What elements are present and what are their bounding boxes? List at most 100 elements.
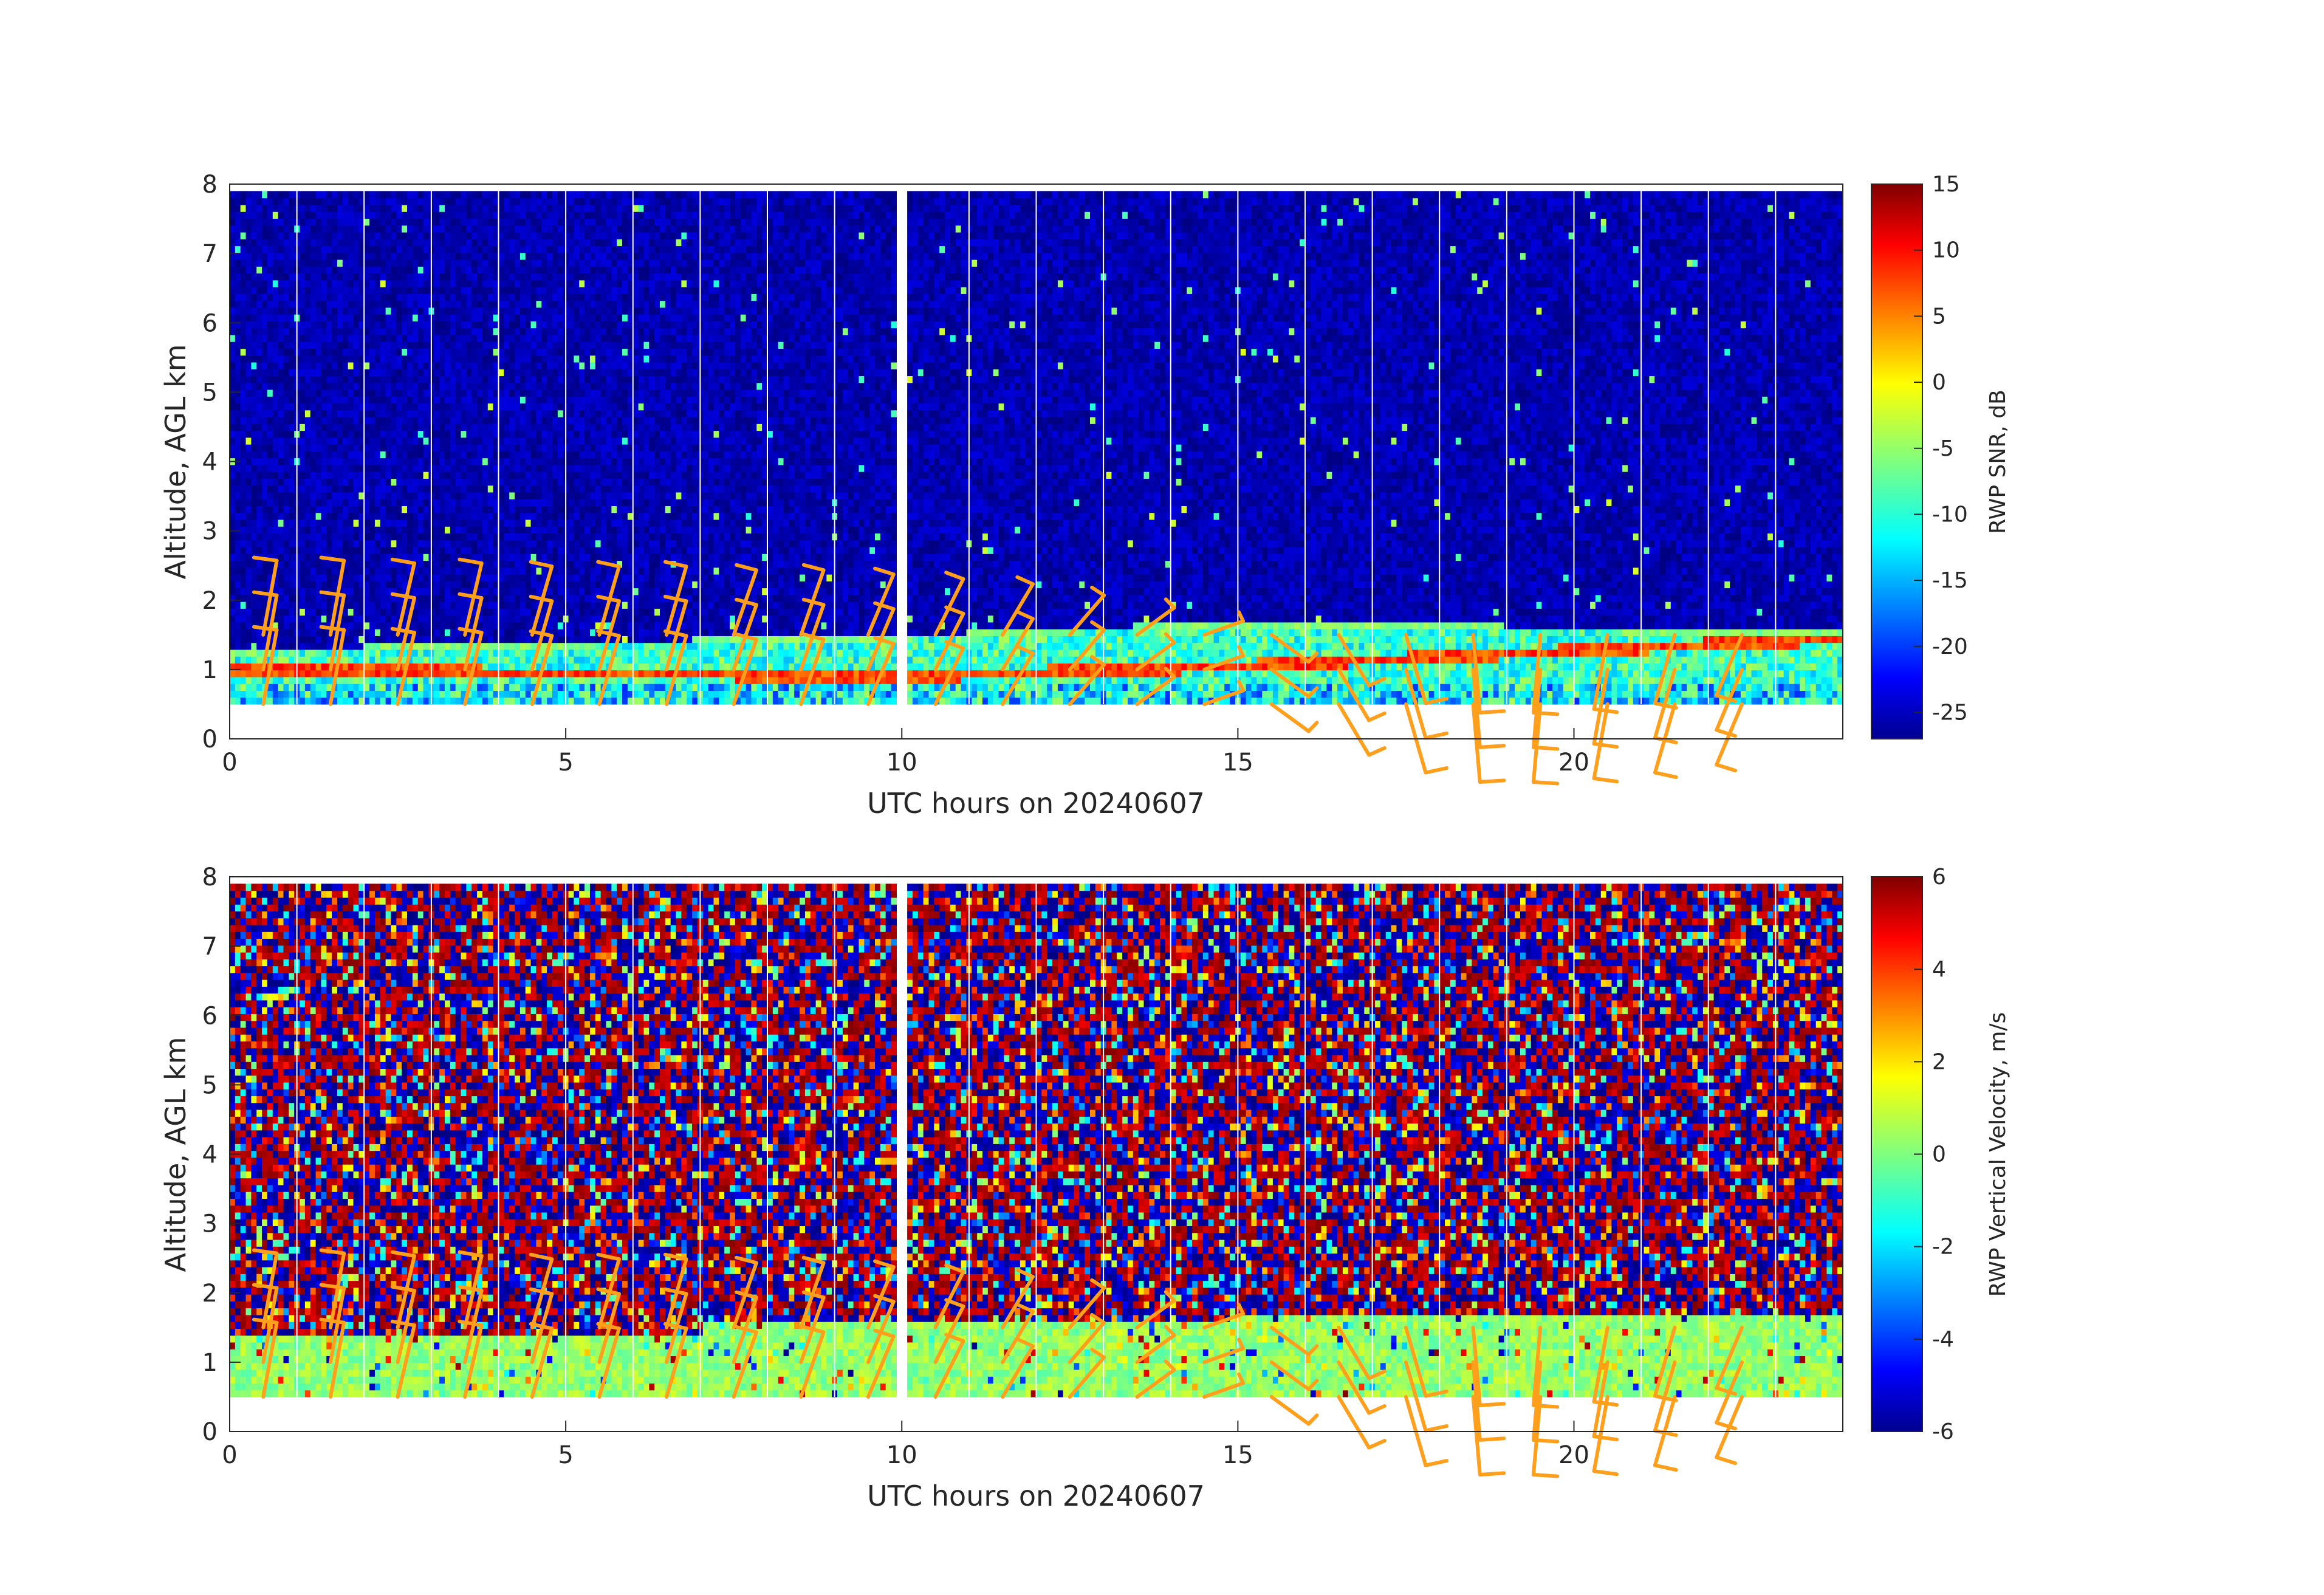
heatmap-cell xyxy=(316,293,321,301)
heatmap-cell xyxy=(450,663,456,670)
heatmap-cell xyxy=(520,417,526,424)
heatmap-cell xyxy=(461,431,467,438)
heatmap-cell xyxy=(407,533,413,540)
heatmap-cell xyxy=(413,396,418,403)
heatmap-cell xyxy=(369,547,375,554)
heatmap-cell xyxy=(375,574,380,581)
heatmap-cell xyxy=(466,218,471,225)
heatmap-cell xyxy=(434,554,439,561)
heatmap-cell xyxy=(413,437,418,445)
heatmap-cell xyxy=(273,239,278,246)
heatmap-cell xyxy=(256,663,262,670)
heatmap-cell xyxy=(278,307,284,315)
heatmap-cell xyxy=(520,643,526,650)
heatmap-cell xyxy=(310,677,316,684)
heatmap-cell xyxy=(262,362,267,369)
heatmap-cell xyxy=(526,246,531,253)
heatmap-cell xyxy=(332,540,337,547)
heatmap-cell xyxy=(267,492,273,499)
heatmap-cell xyxy=(364,554,369,561)
heatmap-cell xyxy=(477,520,482,527)
heatmap-cell xyxy=(547,383,552,390)
heatmap-cell xyxy=(337,321,343,328)
heatmap-cell xyxy=(369,437,375,445)
heatmap-cell xyxy=(337,376,343,383)
heatmap-cell xyxy=(289,506,294,513)
heatmap-cell xyxy=(343,437,348,445)
heatmap-cell xyxy=(541,410,547,417)
heatmap-cell xyxy=(461,198,467,205)
heatmap-cell xyxy=(251,280,256,287)
heatmap-cell xyxy=(445,478,450,485)
heatmap-cell xyxy=(375,451,380,458)
heatmap-cell xyxy=(230,622,235,629)
heatmap-cell xyxy=(488,424,493,431)
heatmap-cell xyxy=(461,389,467,397)
heatmap-cell xyxy=(348,259,354,267)
heatmap-cell xyxy=(380,485,386,493)
heatmap-cell xyxy=(418,266,423,273)
heatmap-cell xyxy=(332,403,337,410)
heatmap-cell xyxy=(251,499,256,506)
heatmap-cell xyxy=(482,266,488,273)
heatmap-cell xyxy=(241,656,246,664)
heatmap-cell xyxy=(488,650,493,657)
heatmap-cell xyxy=(326,355,332,363)
heatmap-cell xyxy=(305,424,310,431)
heatmap-cell xyxy=(531,478,536,485)
heatmap-cell xyxy=(515,383,520,390)
heatmap-cell xyxy=(413,677,418,684)
heatmap-cell xyxy=(300,287,305,294)
heatmap-cell xyxy=(289,232,294,239)
heatmap-cell xyxy=(515,568,520,575)
heatmap-cell xyxy=(348,472,354,479)
heatmap-cell xyxy=(509,280,515,287)
heatmap-cell xyxy=(434,663,439,670)
heatmap-cell xyxy=(482,376,488,383)
heatmap-cell xyxy=(364,526,369,533)
heatmap-cell xyxy=(246,410,252,417)
heatmap-cell xyxy=(391,355,397,363)
heatmap-cell xyxy=(246,677,252,684)
heatmap-cell xyxy=(396,602,402,609)
heatmap-cell xyxy=(418,389,423,397)
heatmap-cell xyxy=(230,526,235,533)
heatmap-cell xyxy=(439,246,445,253)
heatmap-cell xyxy=(434,492,439,499)
heatmap-cell xyxy=(369,205,375,212)
heatmap-cell xyxy=(343,383,348,390)
heatmap-cell xyxy=(251,608,256,616)
heatmap-cell xyxy=(289,369,294,376)
heatmap-cell xyxy=(407,396,413,403)
heatmap-cell xyxy=(407,520,413,527)
heatmap-cell xyxy=(246,232,252,239)
heatmap-cell xyxy=(316,328,321,335)
heatmap-cell xyxy=(241,218,246,225)
heatmap-cell xyxy=(482,506,488,513)
heatmap-cell xyxy=(332,533,337,540)
heatmap-cell xyxy=(278,335,284,342)
heatmap-cell xyxy=(246,513,252,520)
heatmap-cell xyxy=(321,560,326,568)
heatmap-cell xyxy=(386,643,391,650)
heatmap-cell xyxy=(418,690,423,698)
heatmap-cell xyxy=(369,410,375,417)
heatmap-cell xyxy=(337,246,343,253)
heatmap-cell xyxy=(246,560,252,568)
heatmap-cell xyxy=(380,225,386,233)
heatmap-cell xyxy=(413,362,418,369)
heatmap-cell xyxy=(445,629,450,636)
heatmap-cell xyxy=(305,629,310,636)
heatmap-cell xyxy=(321,581,326,588)
heatmap-cell xyxy=(499,280,504,287)
heatmap-cell xyxy=(230,629,235,636)
heatmap-cell xyxy=(251,690,256,698)
heatmap-cell xyxy=(321,314,326,321)
heatmap-cell xyxy=(230,499,235,506)
heatmap-cell xyxy=(262,396,267,403)
heatmap-cell xyxy=(316,246,321,253)
heatmap-cell xyxy=(316,568,321,575)
heatmap-cell xyxy=(321,472,326,479)
heatmap-cell xyxy=(504,506,509,513)
heatmap-cell xyxy=(321,499,326,506)
